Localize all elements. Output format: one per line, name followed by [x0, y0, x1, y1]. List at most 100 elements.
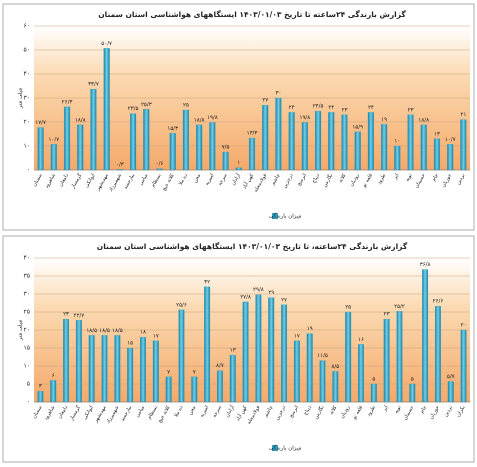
- value-label: ۲۳/۵: [128, 106, 139, 112]
- bar: [255, 294, 262, 403]
- x-tick-label: دیباج: [303, 405, 313, 417]
- value-label: ۱۹/۸: [299, 115, 310, 121]
- x-tick-label: میامی: [138, 172, 150, 186]
- value-label: ۰/۳: [116, 162, 124, 168]
- bar: [248, 137, 256, 171]
- value-label: ۶: [52, 373, 55, 379]
- x-tick-label: طرود: [366, 405, 377, 418]
- value-label: ۷: [167, 369, 170, 375]
- x-tick-label: جام: [431, 173, 440, 183]
- bar: [222, 151, 229, 171]
- value-label: ۳۰: [275, 91, 281, 97]
- bar: [229, 355, 236, 403]
- y-tick-label: ۵۰: [24, 47, 30, 54]
- value-label: ۱۸/۸: [75, 117, 86, 123]
- value-label: ۲۶/۳: [62, 99, 73, 105]
- y-tick-label: ۵: [27, 381, 30, 388]
- x-tick-label: امیریه: [199, 405, 210, 419]
- value-label: ۱۷: [294, 333, 300, 339]
- bar: [114, 335, 121, 403]
- value-label: ۲۵/۳: [141, 102, 152, 108]
- bar: [460, 329, 467, 403]
- value-label: ۲۴: [328, 105, 334, 111]
- legend-label: میزان بارندگی: [269, 213, 301, 220]
- bar: [140, 337, 146, 403]
- bar: [178, 309, 185, 403]
- value-label: ۱۸/۵: [112, 328, 123, 334]
- bar: [169, 133, 176, 171]
- value-label: ۱۷: [153, 333, 159, 339]
- bar: [216, 370, 223, 403]
- bar: [182, 109, 189, 171]
- bar: [77, 124, 84, 171]
- bar: [367, 112, 374, 171]
- bar: [409, 383, 416, 403]
- value-label: ۱۰/۷: [48, 137, 59, 143]
- value-label: ۱۸/۸: [194, 117, 205, 123]
- bar: [37, 127, 44, 171]
- x-tick-label: نردین: [455, 173, 466, 186]
- y-tick-label: ۳۰: [24, 291, 30, 298]
- bar: [143, 109, 150, 171]
- value-label: ۳۳/۷: [88, 82, 99, 88]
- value-label: ۷: [193, 369, 196, 375]
- x-tick-label: تویه: [393, 404, 403, 414]
- bar: [370, 383, 377, 403]
- bar: [433, 138, 441, 171]
- legend-swatch: [272, 445, 278, 451]
- value-label: ۲۵/۶: [176, 302, 187, 308]
- bar: [420, 124, 427, 171]
- bar: [447, 144, 454, 171]
- bar: [422, 269, 429, 403]
- bar: [319, 360, 326, 403]
- bar: [345, 311, 352, 403]
- value-label: ۲۶/۶: [433, 299, 444, 305]
- value-label: ۲۳: [63, 312, 69, 318]
- x-tick-label: کلاته: [338, 172, 348, 184]
- bar: [358, 344, 364, 403]
- value-label: ۲۴: [289, 105, 295, 111]
- y-tick-label: ۱۵: [24, 345, 30, 352]
- x-tick-label: تویه: [404, 172, 414, 182]
- value-label: ۲۵/۲: [394, 304, 405, 310]
- x-tick-label: نردین: [443, 405, 454, 418]
- value-label: ۲۲/۷: [74, 313, 85, 319]
- bar: [434, 306, 441, 403]
- x-tick-label: ابر: [381, 405, 389, 414]
- value-label: ۱۵: [127, 341, 133, 347]
- y-tick-label: ۳۵: [24, 273, 30, 280]
- bar: [90, 88, 97, 171]
- value-label: ۲۴: [368, 105, 374, 111]
- bar: [103, 48, 110, 171]
- bar: [268, 297, 275, 403]
- bar: [354, 131, 361, 171]
- value-label: ۲۵: [345, 305, 351, 311]
- y-tick-label: ۴۰: [24, 71, 30, 78]
- value-label: ۲۰: [461, 323, 467, 329]
- value-label: ۱۷/۷: [35, 120, 46, 126]
- bar: [332, 371, 339, 403]
- bar: [407, 114, 414, 171]
- bar: [293, 340, 300, 403]
- value-label: ۷/۵: [222, 145, 230, 151]
- chart-title: گزارش بارندگی ۲۴ساعته تا تاریخ ۱۴۰۳/۰۱/۰…: [98, 10, 406, 19]
- x-tick-label: چاشم: [263, 405, 274, 419]
- value-label: ۵۰/۷: [101, 41, 112, 47]
- bar: [447, 381, 454, 403]
- value-label: ۲۳: [384, 312, 390, 318]
- value-label: ۲۹: [268, 290, 274, 296]
- value-label: ۲۷: [281, 297, 287, 303]
- bar: [209, 122, 216, 171]
- bar: [196, 124, 203, 171]
- bar: [50, 380, 57, 403]
- x-tick-label: کلاته: [328, 404, 338, 416]
- x-tick-label: ابرسج: [296, 173, 308, 187]
- value-label: ۱۰/۷: [445, 137, 456, 143]
- value-label: ۱۸: [140, 330, 146, 336]
- bar: [288, 112, 295, 171]
- bar: [394, 145, 401, 171]
- legend-swatch: [272, 213, 278, 219]
- y-axis-label: میلی متر: [18, 320, 24, 341]
- x-tick-label: ابرسج: [288, 405, 300, 419]
